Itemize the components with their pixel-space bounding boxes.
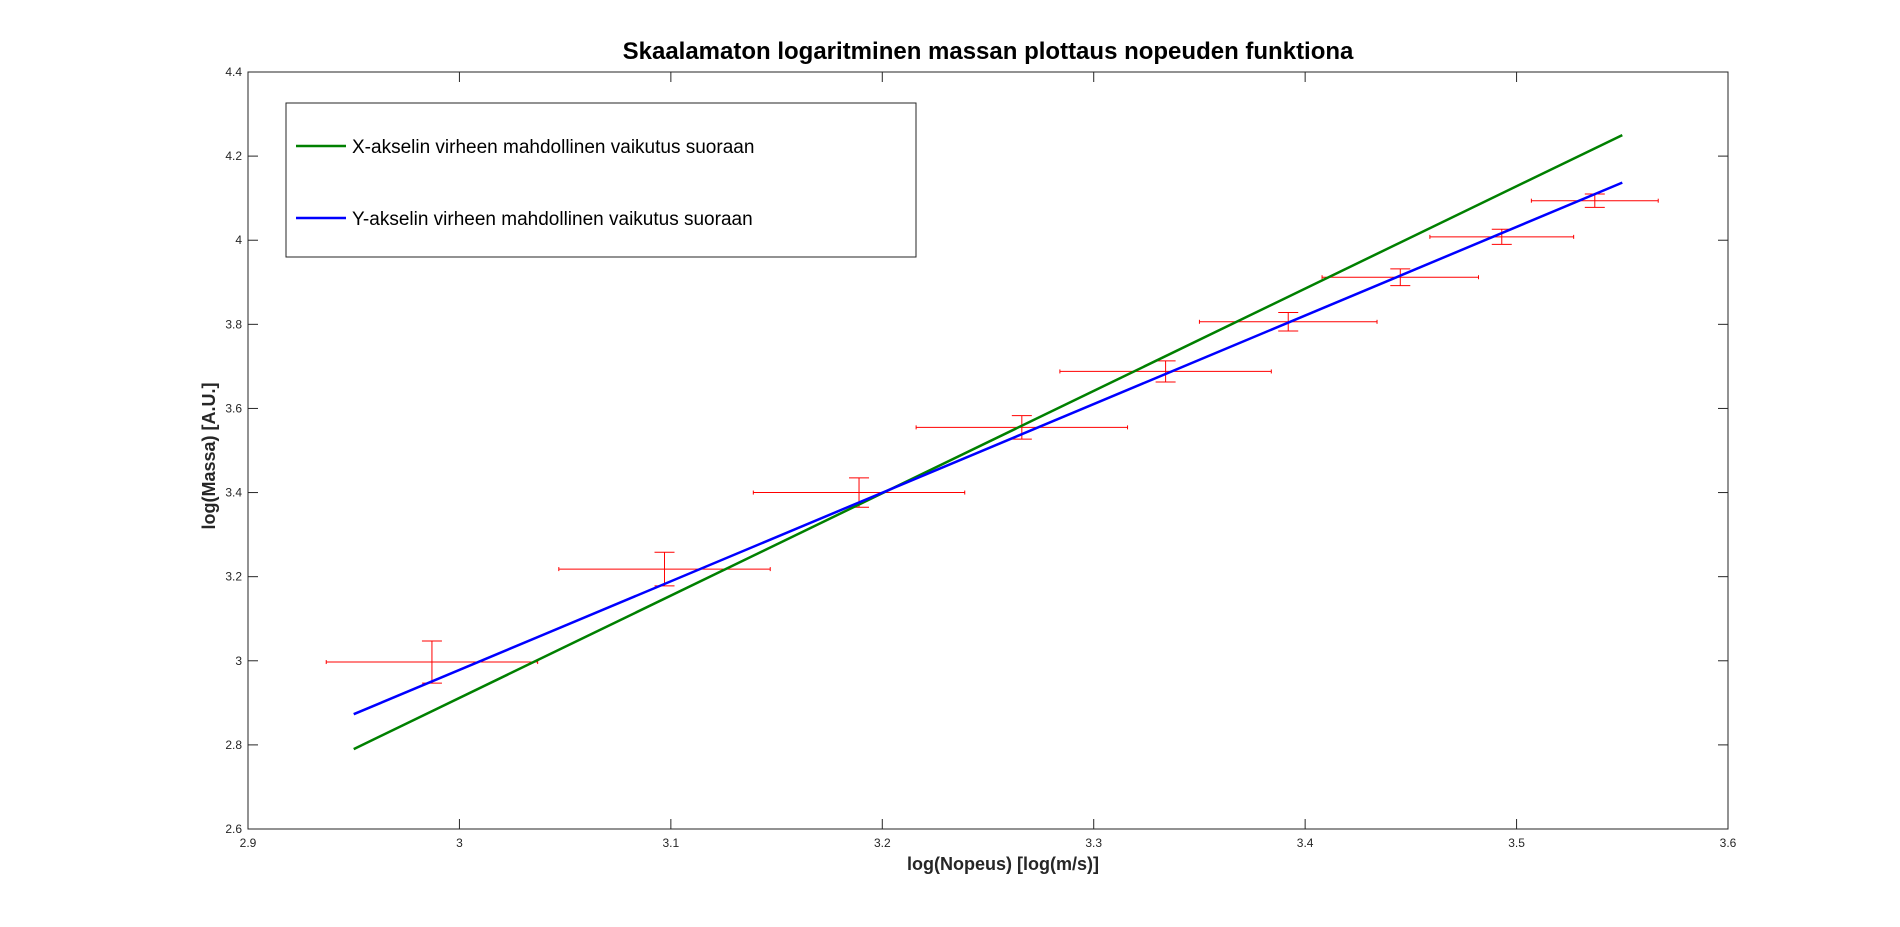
x-tick-label: 3.3 (1085, 836, 1102, 850)
y-tick-label: 2.6 (225, 822, 242, 836)
series-line-1 (353, 133, 1623, 751)
y-tick-label: 3 (235, 654, 242, 668)
y-tick-label: 4.2 (225, 149, 242, 163)
series-line-2 (353, 181, 1623, 716)
y-tick-label: 4.4 (225, 65, 242, 79)
error-bar-point (1059, 360, 1272, 383)
x-tick-label: 3.4 (1297, 836, 1314, 850)
legend: X-akselin virheen mahdollinen vaikutus s… (285, 102, 917, 258)
x-tick-label: 3.5 (1508, 836, 1525, 850)
x-axis-label: log(Nopeus) [log(m/s)] (907, 854, 1099, 874)
fit-lines (353, 133, 1623, 751)
y-tick-label: 3.6 (225, 401, 242, 415)
x-tick-label: 3.2 (874, 836, 891, 850)
y-tick-label: 2.8 (225, 738, 242, 752)
error-bar-point (1530, 193, 1659, 208)
legend-box (285, 102, 917, 258)
x-tick-label: 3.1 (663, 836, 680, 850)
error-bar-point (1321, 268, 1480, 287)
x-axis: 2.9 3 3.1 3.2 3.3 3.4 3.5 3.6 (240, 72, 1737, 850)
y-tick-label: 3.4 (225, 486, 242, 500)
legend-label: Y-akselin virheen mahdollinen vaikutus s… (352, 209, 753, 230)
y-tick-label: 3.8 (225, 317, 242, 331)
x-tick-label: 2.9 (240, 836, 257, 850)
error-bar-point (915, 415, 1129, 440)
y-axis-label: log(Massa) [A.U.] (199, 382, 219, 529)
x-tick-label: 3 (456, 836, 463, 850)
y-tick-label: 3.2 (225, 570, 242, 584)
error-bar-point (558, 551, 771, 587)
chart-title: Skaalamaton logaritminen massan plottaus… (623, 38, 1354, 65)
legend-label: X-akselin virheen mahdollinen vaikutus s… (352, 137, 754, 158)
y-tick-label: 4 (235, 233, 242, 247)
x-tick-label: 3.6 (1720, 836, 1737, 850)
y-axis: 2.6 2.8 3 3.2 3.4 3.6 3.8 4 4.2 4.4 (225, 65, 1728, 836)
